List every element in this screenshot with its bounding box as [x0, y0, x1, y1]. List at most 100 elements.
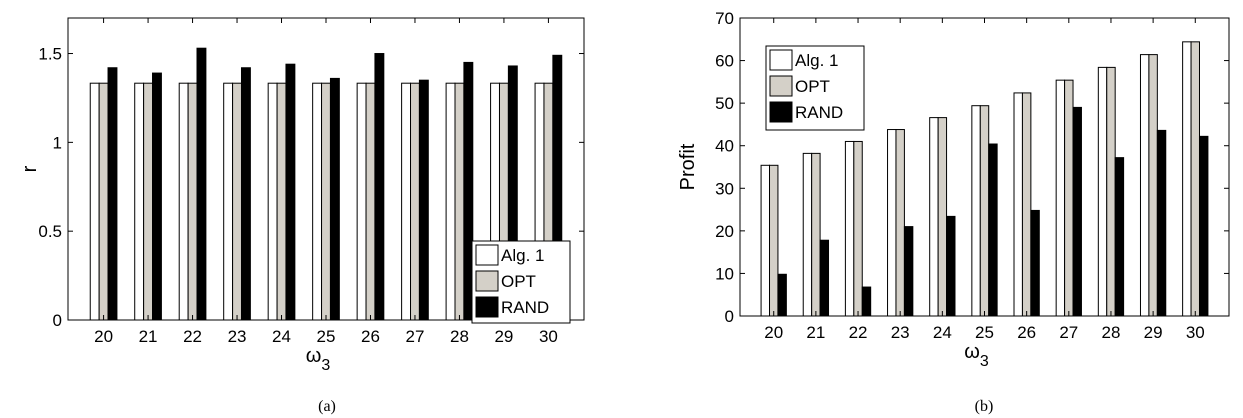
bar-alg-1-20: [760, 164, 771, 317]
bar-opt-29: [1148, 54, 1158, 317]
bar-opt-23: [895, 129, 905, 317]
bar-rand-26: [374, 53, 385, 321]
legend-swatch-opt: [769, 75, 793, 97]
x-tick-label: 25: [317, 327, 336, 346]
bar-rand-27: [1072, 106, 1082, 317]
bar-alg-1-20: [89, 82, 100, 321]
bar-opt-26: [365, 82, 376, 321]
bar-rand-25: [988, 143, 998, 317]
bar-opt-23: [232, 82, 242, 321]
bar-rand-28: [463, 61, 474, 321]
legend-swatch-alg-1: [769, 49, 793, 71]
legend-label-alg-1: Alg. 1: [501, 246, 544, 265]
bar-rand-26: [1030, 209, 1040, 317]
bar-rand-24: [285, 63, 296, 321]
bar-alg-1-27: [401, 82, 412, 321]
bar-opt-25: [321, 82, 331, 321]
x-tick-label: 27: [1059, 323, 1078, 342]
bar-opt-27: [410, 82, 420, 321]
bar-alg-1-23: [223, 82, 234, 321]
bar-opt-25: [979, 105, 990, 317]
bar-opt-20: [98, 82, 109, 321]
bar-alg-1-22: [844, 140, 855, 317]
x-tick-label: 28: [1102, 323, 1121, 342]
y-tick-label: 30: [715, 179, 734, 198]
y-axis-label: r: [19, 165, 41, 172]
x-tick-label: 30: [539, 327, 558, 346]
bar-rand-24: [946, 215, 956, 317]
y-tick-label: 60: [715, 52, 734, 71]
y-tick-label: 70: [715, 9, 734, 28]
bar-rand-25: [329, 77, 340, 321]
x-axis-label: ω3: [306, 345, 331, 374]
x-tick-label: 30: [1186, 323, 1205, 342]
bar-alg-1-22: [178, 82, 189, 321]
x-tick-label: 24: [272, 327, 291, 346]
chart-caption: (b): [975, 398, 994, 415]
y-tick-label: 40: [715, 137, 734, 156]
y-tick-label: 0: [53, 311, 62, 330]
x-tick-label: 27: [406, 327, 425, 346]
bar-opt-30: [1190, 41, 1200, 317]
bar-rand-23: [903, 226, 914, 317]
legend-label-rand: RAND: [501, 298, 549, 317]
x-tick-label: 29: [494, 327, 513, 346]
bar-opt-24: [937, 117, 948, 317]
bar-alg-1-24: [267, 82, 278, 321]
x-tick-label: 25: [975, 323, 994, 342]
x-axis-label: ω3: [964, 341, 989, 370]
chart-b: 20 21 22 23 24 25 26 27 28 29 30 0 10 20 30 40 50 60 70 ω3 P…: [677, 9, 1230, 415]
x-tick-label: 23: [228, 327, 247, 346]
bar-opt-26: [1021, 92, 1032, 317]
bar-rand-20: [777, 273, 787, 317]
legend-swatch-rand: [475, 296, 499, 318]
x-tick-label: 24: [933, 323, 952, 342]
y-tick-label: 20: [715, 222, 734, 241]
y-tick-label: 1: [53, 133, 62, 152]
legend-label-alg-1: Alg. 1: [795, 51, 838, 70]
x-tick-label: 23: [891, 323, 910, 342]
legend-label-opt: OPT: [501, 272, 536, 291]
legend-swatch-opt: [475, 270, 499, 292]
legend-swatch-rand: [769, 101, 793, 123]
bar-rand-22: [861, 286, 872, 317]
bar-opt-24: [276, 82, 287, 321]
bar-alg-1-25: [312, 82, 323, 321]
bar-opt-28: [1106, 66, 1116, 317]
x-tick-label: 22: [183, 327, 202, 346]
x-tick-label: 21: [139, 327, 158, 346]
x-tick-label: 28: [450, 327, 469, 346]
bar-alg-1-21: [134, 82, 145, 321]
bar-alg-1-25: [971, 105, 981, 317]
bar-rand-30: [1198, 135, 1209, 317]
bar-rand-21: [152, 72, 162, 321]
bar-alg-1-27: [1055, 79, 1066, 317]
x-tick-label: 26: [1017, 323, 1036, 342]
plot-frame: [739, 17, 1230, 317]
bar-opt-21: [143, 82, 154, 321]
bar-alg-1-23: [887, 129, 897, 317]
bar-opt-21: [811, 152, 821, 317]
legend-swatch-alg-1: [475, 244, 499, 266]
legend-label-rand: RAND: [795, 103, 843, 122]
bar-rand-27: [418, 79, 429, 321]
bar-rand-22: [196, 47, 207, 321]
bar-alg-1-26: [356, 82, 367, 321]
bar-opt-22: [187, 82, 198, 321]
x-tick-label: 20: [764, 323, 783, 342]
x-tick-label: 22: [849, 323, 868, 342]
bar-alg-1-21: [802, 152, 813, 317]
bar-rand-23: [240, 67, 251, 321]
legend: Alg. 1 OPT RAND: [471, 240, 571, 324]
bar-opt-27: [1064, 79, 1074, 317]
bar-rand-28: [1114, 157, 1125, 317]
chart-caption: (a): [318, 398, 336, 415]
bar-alg-1-30: [1182, 41, 1192, 317]
legend-label-opt: OPT: [795, 77, 830, 96]
bar-rand-21: [819, 239, 830, 317]
y-tick-label: 1.5: [38, 45, 62, 64]
y-tick-label: 0: [725, 307, 734, 326]
x-tick-label: 20: [94, 327, 113, 346]
bar-alg-1-29: [1139, 54, 1150, 317]
